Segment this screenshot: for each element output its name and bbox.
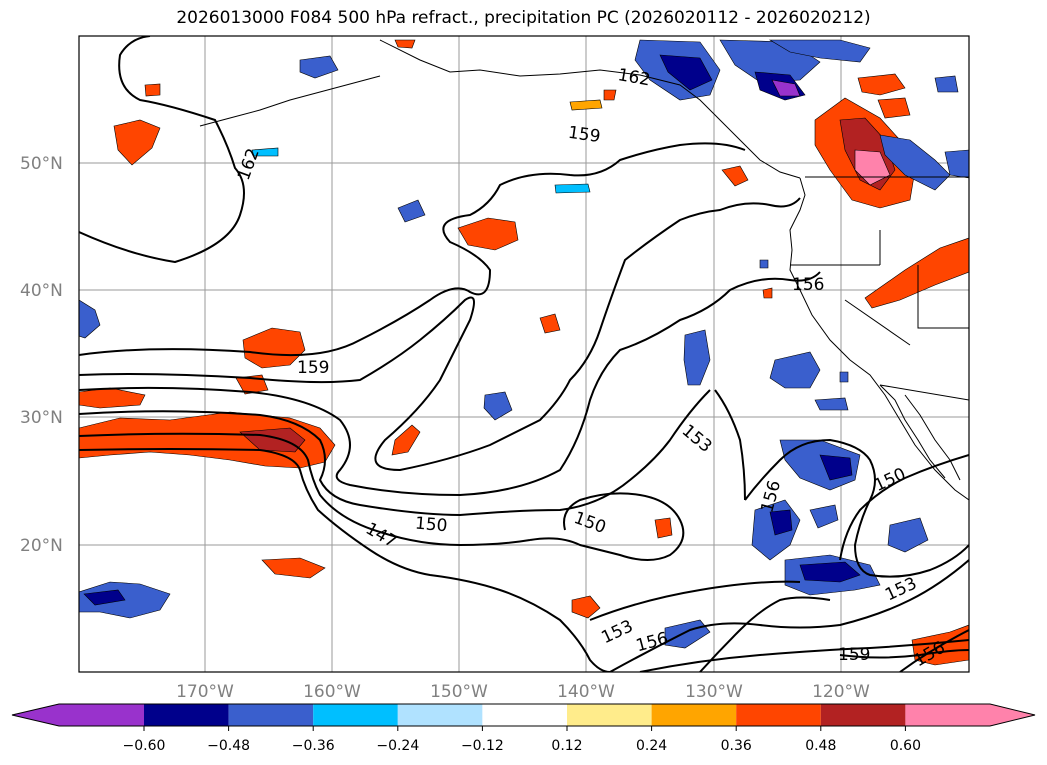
contour-label: 159 [567,123,602,147]
lon-label: 130°W [685,682,743,702]
colorbar-segment [313,704,398,726]
lon-label: 170°W [176,682,234,702]
precip-blob [879,134,951,191]
precip-blob [603,89,617,101]
lat-label: 40°N [20,281,63,301]
precip-blob [839,371,849,383]
precip-blob [814,397,849,411]
precip-blob [762,287,773,299]
state-lines [790,230,969,346]
map-frame [78,35,970,673]
coastlines [199,39,969,501]
lon-label: 120°W [812,682,870,702]
precip-blob [79,299,101,339]
colorbar-segment [12,704,144,726]
precip-blob [809,504,839,529]
precip-blob [759,259,769,269]
refractivity-contours [79,36,969,672]
colorbar-segment [651,704,737,726]
gulf-california [904,394,961,481]
lat-label: 30°N [20,408,63,428]
precip-blob [569,99,603,111]
precip-blob [854,149,891,186]
precip-blob [457,217,519,251]
north-america-coast [789,177,969,501]
colorbar-tick-label: 0.60 [890,738,921,754]
precip-blob [659,54,713,91]
colorbar-segment [144,704,229,726]
colorbar-tick-label: 0.48 [805,738,836,754]
colorbar-tick-label: −0.12 [461,738,504,754]
precip-blob [571,595,601,619]
contour-label: 159 [838,645,870,665]
precip-blob [483,391,513,421]
precip-blob [299,55,339,79]
colorbar-ticks [143,726,906,731]
colorbar-tick-label: 0.12 [551,738,582,754]
precip-blob [261,557,326,579]
precip-blob [683,329,711,386]
precip-blob [79,411,336,469]
latitude-labels: 50°N 40°N 30°N 20°N [20,154,63,556]
colorbar-segment [482,704,567,726]
colorbar-segment [397,704,483,726]
precip-blob [251,147,279,157]
colorbar-tick-label: 0.24 [636,738,667,754]
precip-blob [934,75,959,93]
colorbar-tick-labels: −0.60 −0.48 −0.36 −0.24 −0.12 0.12 0.24 … [123,738,921,754]
lon-label: 140°W [557,682,615,702]
precip-blob [771,79,801,97]
colorbar-tick-label: −0.60 [123,738,166,754]
colorbar-segment [905,704,1035,726]
precip-blob [864,237,969,309]
lon-label: 150°W [430,682,488,702]
baja-coast [879,384,946,479]
lon-label: 160°W [303,682,361,702]
alaska-coast [379,39,801,179]
colorbar-segment [228,704,314,726]
precip-blob [654,517,673,539]
precip-blob [397,199,426,223]
precip-blob [887,517,929,553]
precip-blob [394,39,416,49]
contour-label: 156 [792,275,824,295]
precip-blob [944,149,969,179]
contour-label: 150 [414,514,448,537]
precip-blob [144,83,161,97]
us-mexico-border [879,384,969,401]
precip-blob [554,183,591,194]
precip-blob [819,454,853,481]
precip-blob [83,589,126,606]
precip-blob [799,561,861,583]
precip-blob [391,424,421,456]
precip-blob [113,119,161,166]
colorbar-tick-label: 0.36 [721,738,752,754]
lat-label: 50°N [20,154,63,174]
colorbar-segment [820,704,906,726]
map-title: 2026013000 F084 500 hPa refract., precip… [176,8,871,28]
colorbar-segment [736,704,821,726]
precip-blob [242,327,306,369]
colorbar-tick-label: −0.24 [376,738,419,754]
precip-blob [721,165,749,187]
longitude-labels: 170°W 160°W 150°W 140°W 130°W 120°W [176,682,870,702]
precip-blob [768,39,871,63]
contour-label: 159 [297,358,329,378]
colorbar-tick-label: −0.36 [292,738,335,754]
lat-label: 20°N [20,536,63,556]
precip-blob [857,73,906,96]
aleutian-islands [199,75,381,127]
precip-blob [769,351,821,389]
colorbar-segment [567,704,652,726]
precip-blob [877,97,911,119]
precip-blob [539,313,561,334]
precip-blob [769,509,793,536]
colorbar-tick-label: −0.48 [207,738,250,754]
colorbar: −0.60 −0.48 −0.36 −0.24 −0.12 0.12 0.24 … [11,703,1036,754]
